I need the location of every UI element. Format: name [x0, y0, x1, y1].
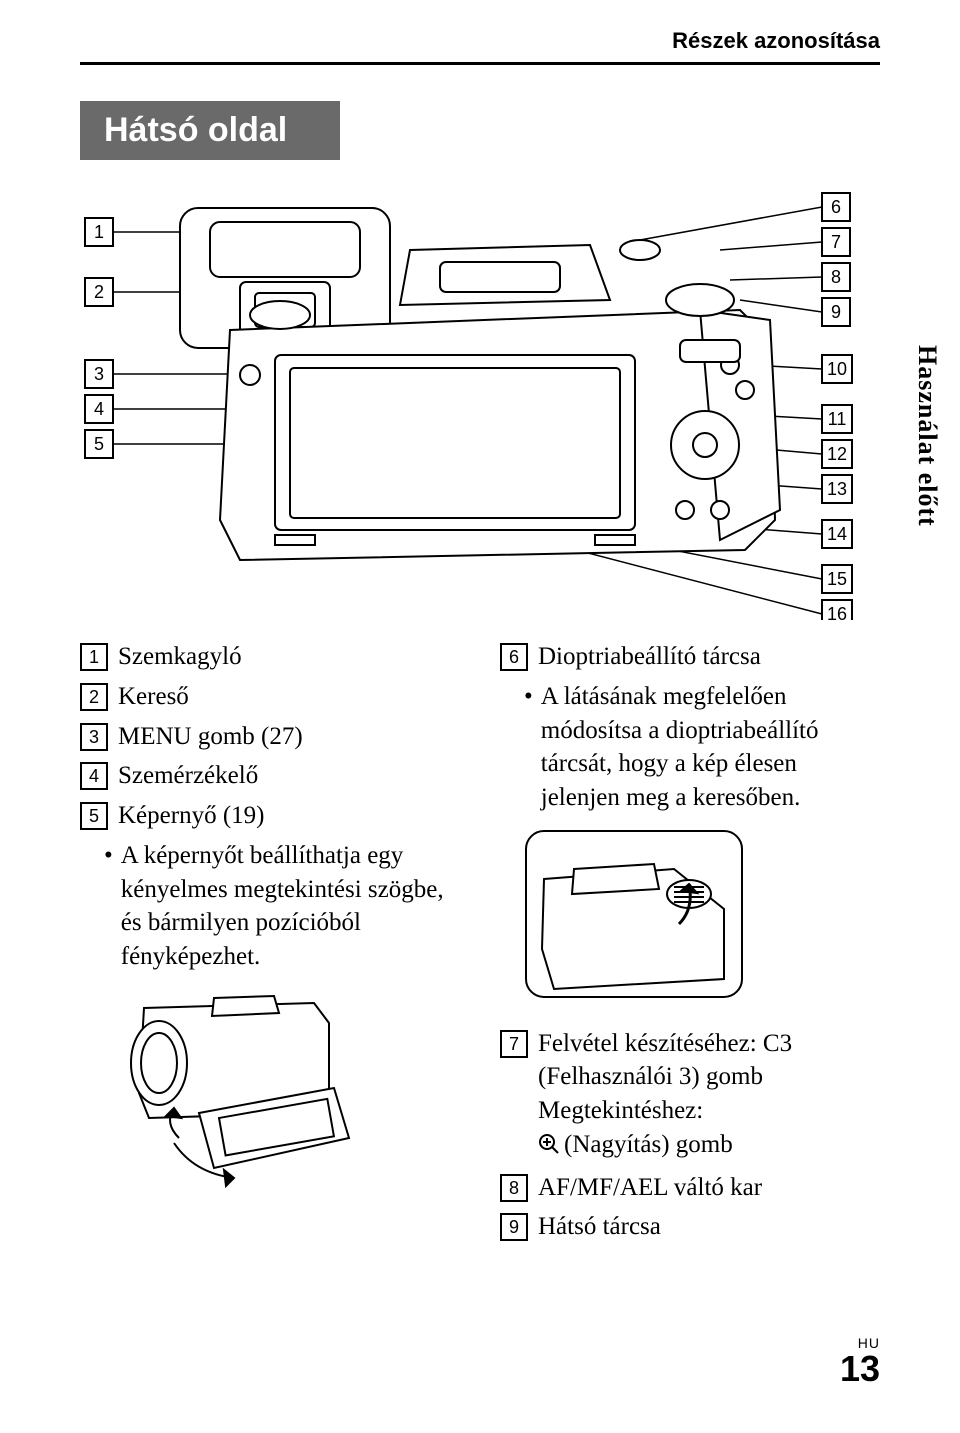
header-rule	[80, 62, 880, 65]
callout-10: 10	[827, 359, 847, 379]
camera-rear-diagram: 1 2 3 4 5 6 7 8 9 10 11 12 1	[80, 190, 880, 620]
item-text: Szemkagyló	[118, 640, 460, 674]
numbox: 6	[500, 643, 528, 671]
item-text: Kereső	[118, 680, 460, 714]
bullet-text: A látásának megfelelően módosítsa a diop…	[541, 680, 880, 815]
diopter-figure	[524, 829, 880, 1009]
item-9: 9 Hátsó tárcsa	[500, 1210, 880, 1244]
numbox: 8	[500, 1174, 528, 1202]
section-header: Részek azonosítása	[0, 0, 960, 62]
right-bullet: • A látásának megfelelően módosítsa a di…	[524, 680, 880, 815]
diagram-svg: 1 2 3 4 5 6 7 8 9 10 11 12 1	[80, 190, 880, 620]
bullet-dot: •	[104, 839, 113, 974]
item-8: 8 AF/MF/AEL váltó kar	[500, 1171, 880, 1205]
item-text: MENU gomb (27)	[118, 720, 460, 754]
section-title: Hátsó oldal	[80, 101, 340, 160]
item-text: AF/MF/AEL váltó kar	[538, 1171, 880, 1205]
numbox: 7	[500, 1030, 528, 1058]
tilt-screen-figure	[104, 988, 460, 1198]
line: (Felhasználói 3) gomb	[538, 1063, 763, 1090]
callout-12: 12	[827, 444, 847, 464]
item-text: Szemérzékelő	[118, 759, 460, 793]
numbox: 2	[80, 683, 108, 711]
callout-6: 6	[831, 197, 841, 217]
callout-11: 11	[828, 409, 847, 429]
callout-2: 2	[94, 282, 104, 302]
numbox: 1	[80, 643, 108, 671]
item-6: 6 Dioptriabeállító tárcsa	[500, 640, 880, 674]
callout-7: 7	[831, 232, 841, 252]
line: Megtekintéshez:	[538, 1097, 703, 1124]
magnify-icon	[538, 1131, 560, 1165]
callout-1: 1	[94, 222, 104, 242]
item-text: Hátsó tárcsa	[538, 1210, 880, 1244]
callout-4: 4	[94, 399, 104, 419]
item-4: 4 Szemérzékelő	[80, 759, 460, 793]
page-footer: HU 13	[840, 1335, 880, 1387]
footer-page: 13	[840, 1351, 880, 1387]
item-1: 1 Szemkagyló	[80, 640, 460, 674]
bullet-text: A képernyőt beállíthatja egy kényelmes m…	[121, 839, 460, 974]
side-tab: Használat előtt	[912, 345, 942, 527]
numbox: 9	[500, 1213, 528, 1241]
callout-13: 13	[827, 479, 847, 499]
line: (Nagyítás) gomb	[564, 1131, 733, 1158]
callout-8: 8	[831, 267, 841, 287]
callout-15: 15	[827, 569, 847, 589]
numbox: 5	[80, 802, 108, 830]
item-5: 5 Képernyő (19)	[80, 799, 460, 833]
item-text: Dioptriabeállító tárcsa	[538, 640, 880, 674]
item-text: Felvétel készítéséhez: C3 (Felhasználói …	[538, 1027, 880, 1165]
callout-3: 3	[94, 364, 104, 384]
labels-columns: 1 Szemkagyló 2 Kereső 3 MENU gomb (27) 4…	[80, 640, 880, 1250]
item-text: Képernyő (19)	[118, 799, 460, 833]
left-bullet: • A képernyőt beállíthatja egy kényelmes…	[104, 839, 460, 974]
left-column: 1 Szemkagyló 2 Kereső 3 MENU gomb (27) 4…	[80, 640, 460, 1250]
callout-9: 9	[831, 302, 841, 322]
item-3: 3 MENU gomb (27)	[80, 720, 460, 754]
numbox: 3	[80, 723, 108, 751]
right-column: 6 Dioptriabeállító tárcsa • A látásának …	[500, 640, 880, 1250]
numbox: 4	[80, 762, 108, 790]
line: Felvétel készítéséhez: C3	[538, 1030, 792, 1057]
callout-14: 14	[827, 524, 847, 544]
item-2: 2 Kereső	[80, 680, 460, 714]
bullet-dot: •	[524, 680, 533, 815]
callout-16: 16	[827, 604, 847, 620]
item-7: 7 Felvétel készítéséhez: C3 (Felhasználó…	[500, 1027, 880, 1165]
callout-5: 5	[94, 434, 104, 454]
